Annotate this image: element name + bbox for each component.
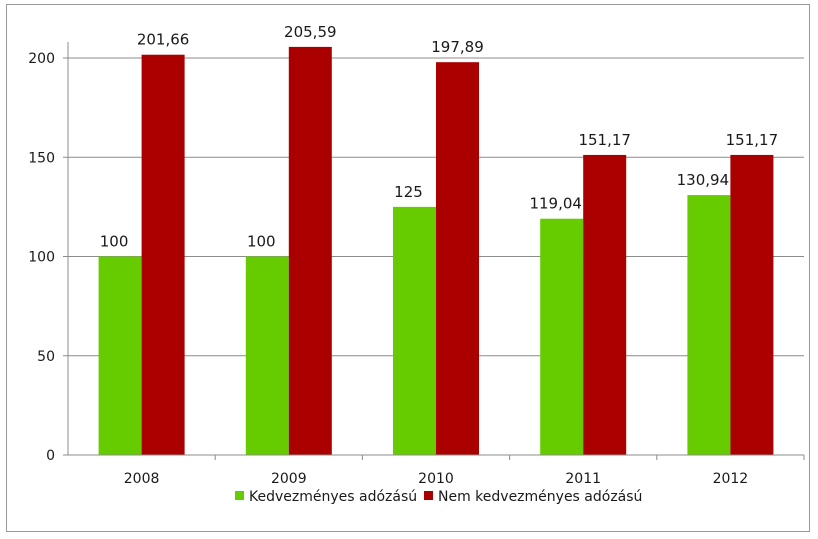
- data-label: 151,17: [726, 131, 779, 149]
- bar-kedvezmenyes-2012: [687, 195, 731, 455]
- data-label: 130,94: [677, 171, 730, 189]
- bar-kedvezmenyes-2008: [98, 256, 142, 455]
- bar-kedvezmenyes-2009: [245, 256, 289, 455]
- bar-nem-kedvezmenyes-2012: [730, 154, 774, 455]
- bar-nem-kedvezmenyes-2008: [141, 54, 185, 456]
- bar-chart: 0 50 100 150 200 2008 2009 2010 2011 2012 100 201,…: [28, 23, 805, 505]
- axes: 0 50 100 150 200 2008 2009 2010 2011 2012: [28, 42, 805, 487]
- bar-nem-kedvezmenyes-2009: [288, 46, 332, 456]
- legend-label-2: Nem kedvezményes adózású: [438, 489, 642, 505]
- bar-kedvezmenyes-2010: [393, 206, 436, 455]
- x-tick-label: 2008: [124, 471, 160, 487]
- data-label: 125: [394, 183, 423, 201]
- legend-swatch-2: [424, 491, 433, 500]
- bar-nem-kedvezmenyes-2010: [436, 62, 479, 455]
- data-labels: 100 201,66 100 205,59 125 197,89 119,04 151,17 1…: [100, 23, 778, 251]
- data-label: 119,04: [529, 195, 582, 213]
- y-tick-label: 200: [28, 51, 55, 67]
- data-label: 201,66: [137, 31, 190, 49]
- data-label: 151,17: [578, 131, 631, 149]
- y-tick-label: 150: [28, 150, 55, 166]
- x-tick-label: 2011: [565, 471, 601, 487]
- bar-kedvezmenyes-2011: [540, 218, 584, 455]
- data-label: 100: [247, 233, 276, 251]
- x-tick-label: 2012: [713, 471, 749, 487]
- legend-label-1: Kedvezményes adózású: [249, 489, 417, 505]
- x-tick-label: 2009: [271, 471, 307, 487]
- y-tick-label: 50: [37, 349, 55, 365]
- legend-swatch-1: [235, 491, 244, 500]
- y-tick-label: 100: [28, 250, 55, 266]
- data-label: 197,89: [431, 38, 484, 56]
- x-tick-label: 2010: [418, 471, 454, 487]
- chart-frame: 0 50 100 150 200 2008 2009 2010 2011 2012 100 201,…: [6, 4, 810, 532]
- bar-nem-kedvezmenyes-2011: [583, 154, 627, 455]
- legend: Kedvezményes adózású Nem kedvezményes adó…: [235, 489, 642, 505]
- bars: [98, 46, 774, 456]
- data-label: 205,59: [284, 23, 337, 41]
- y-tick-label: 0: [46, 448, 55, 464]
- data-label: 100: [100, 233, 129, 251]
